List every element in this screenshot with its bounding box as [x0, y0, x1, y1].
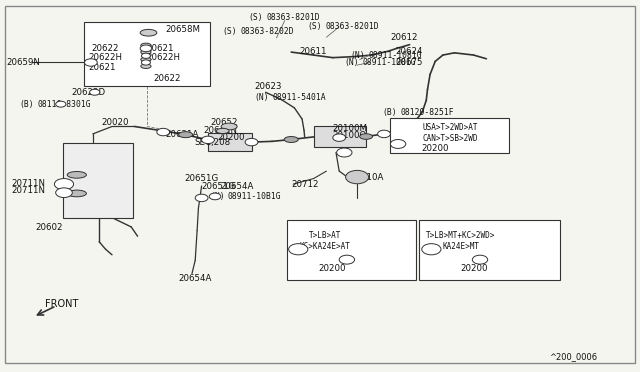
Circle shape	[378, 130, 390, 138]
Text: 08363-8201D: 08363-8201D	[266, 13, 320, 22]
Circle shape	[472, 255, 488, 264]
Ellipse shape	[141, 57, 151, 62]
Ellipse shape	[360, 134, 372, 140]
Text: (S): (S)	[307, 22, 322, 31]
Text: 08911-10B1G: 08911-10B1G	[228, 192, 282, 201]
Bar	[208, 133, 252, 151]
Text: USA>T>2WD>AT
CAN>T>SB>2WD: USA>T>2WD>AT CAN>T>SB>2WD	[422, 123, 477, 142]
Text: 20621: 20621	[146, 44, 173, 53]
Text: 08911-1081G: 08911-1081G	[369, 51, 422, 60]
Circle shape	[245, 138, 258, 146]
Text: 20200: 20200	[421, 144, 449, 153]
Ellipse shape	[67, 190, 86, 197]
Text: 20623: 20623	[255, 82, 282, 91]
Text: ^200_0006: ^200_0006	[549, 352, 597, 361]
Text: 20020: 20020	[101, 118, 129, 126]
Ellipse shape	[141, 64, 151, 68]
Ellipse shape	[284, 137, 298, 142]
Text: 20200: 20200	[218, 133, 245, 142]
Circle shape	[202, 136, 214, 144]
Circle shape	[54, 179, 74, 190]
Bar	[287, 220, 416, 280]
Text: 20621: 20621	[88, 63, 116, 72]
Bar	[390, 118, 509, 153]
Bar	[314, 126, 366, 147]
Text: 20622D: 20622D	[72, 88, 106, 97]
Text: (B): (B)	[19, 100, 34, 109]
Text: 20622H: 20622H	[88, 53, 122, 62]
Text: 20675: 20675	[396, 58, 423, 67]
Circle shape	[141, 53, 150, 58]
Circle shape	[337, 148, 352, 157]
Text: 20200: 20200	[319, 264, 346, 273]
Text: 20622: 20622	[154, 74, 181, 83]
Ellipse shape	[140, 29, 157, 36]
Circle shape	[157, 128, 170, 136]
Ellipse shape	[141, 43, 151, 48]
Text: 08363-8201D: 08363-8201D	[325, 22, 379, 31]
Text: T>LB>MT+KC>2WD>
KA24E>MT: T>LB>MT+KC>2WD> KA24E>MT	[426, 231, 495, 251]
Circle shape	[140, 45, 152, 52]
Text: 20651G: 20651G	[202, 182, 236, 190]
Text: (N): (N)	[210, 192, 225, 201]
Text: 20658M: 20658M	[165, 25, 200, 34]
Text: FRONT: FRONT	[45, 299, 78, 309]
Text: 20712: 20712	[292, 180, 319, 189]
Text: (N): (N)	[351, 51, 365, 60]
Text: 20624: 20624	[396, 47, 423, 56]
Circle shape	[141, 60, 150, 65]
Text: 20602: 20602	[35, 223, 63, 232]
Text: (S): (S)	[223, 27, 237, 36]
Text: 20711N: 20711N	[12, 179, 45, 187]
Text: 20651G: 20651G	[184, 174, 219, 183]
Text: 20612: 20612	[390, 33, 418, 42]
Text: 08116-8301G: 08116-8301G	[37, 100, 91, 109]
Ellipse shape	[67, 171, 86, 178]
Text: 20622: 20622	[92, 44, 119, 53]
Text: 08363-8202D: 08363-8202D	[241, 27, 294, 36]
Text: T>LB>AT
KC>KA24E>AT: T>LB>AT KC>KA24E>AT	[300, 231, 351, 251]
Text: 20621A: 20621A	[165, 130, 198, 139]
Circle shape	[56, 101, 66, 107]
Ellipse shape	[216, 128, 229, 134]
Circle shape	[90, 89, 100, 95]
Bar	[63, 143, 133, 218]
Circle shape	[422, 244, 441, 255]
Text: 20010A: 20010A	[351, 173, 384, 182]
Text: 20200: 20200	[461, 264, 488, 273]
Text: 20100Q: 20100Q	[333, 131, 367, 140]
Ellipse shape	[141, 50, 151, 54]
Text: 20611: 20611	[300, 47, 327, 56]
Text: 08911-5401A: 08911-5401A	[273, 93, 326, 102]
Text: 20641N: 20641N	[204, 126, 237, 135]
Bar	[84, 22, 210, 86]
Circle shape	[56, 188, 72, 198]
Text: 20654A: 20654A	[221, 182, 254, 190]
Text: 08911-1081G: 08911-1081G	[362, 58, 416, 67]
Ellipse shape	[221, 123, 237, 130]
Text: (B): (B)	[383, 108, 397, 117]
Text: 20652: 20652	[210, 118, 237, 126]
Circle shape	[195, 194, 208, 202]
Circle shape	[339, 255, 355, 264]
Text: 20659N: 20659N	[6, 58, 40, 67]
Text: SEC,208: SEC,208	[194, 138, 230, 147]
Text: 20622H: 20622H	[146, 53, 180, 62]
Text: (N): (N)	[255, 93, 269, 102]
Text: 08120-8251F: 08120-8251F	[401, 108, 454, 117]
Text: 20100M: 20100M	[333, 124, 368, 133]
Circle shape	[209, 193, 221, 200]
Text: 20711N: 20711N	[12, 186, 45, 195]
Circle shape	[390, 140, 406, 148]
Text: 20654A: 20654A	[178, 274, 211, 283]
Circle shape	[346, 170, 369, 184]
Ellipse shape	[179, 132, 193, 138]
Bar	[419, 220, 560, 280]
Text: (N): (N)	[344, 58, 359, 67]
Text: (S): (S)	[248, 13, 263, 22]
Circle shape	[84, 59, 97, 66]
Circle shape	[333, 134, 346, 141]
Circle shape	[289, 244, 308, 255]
